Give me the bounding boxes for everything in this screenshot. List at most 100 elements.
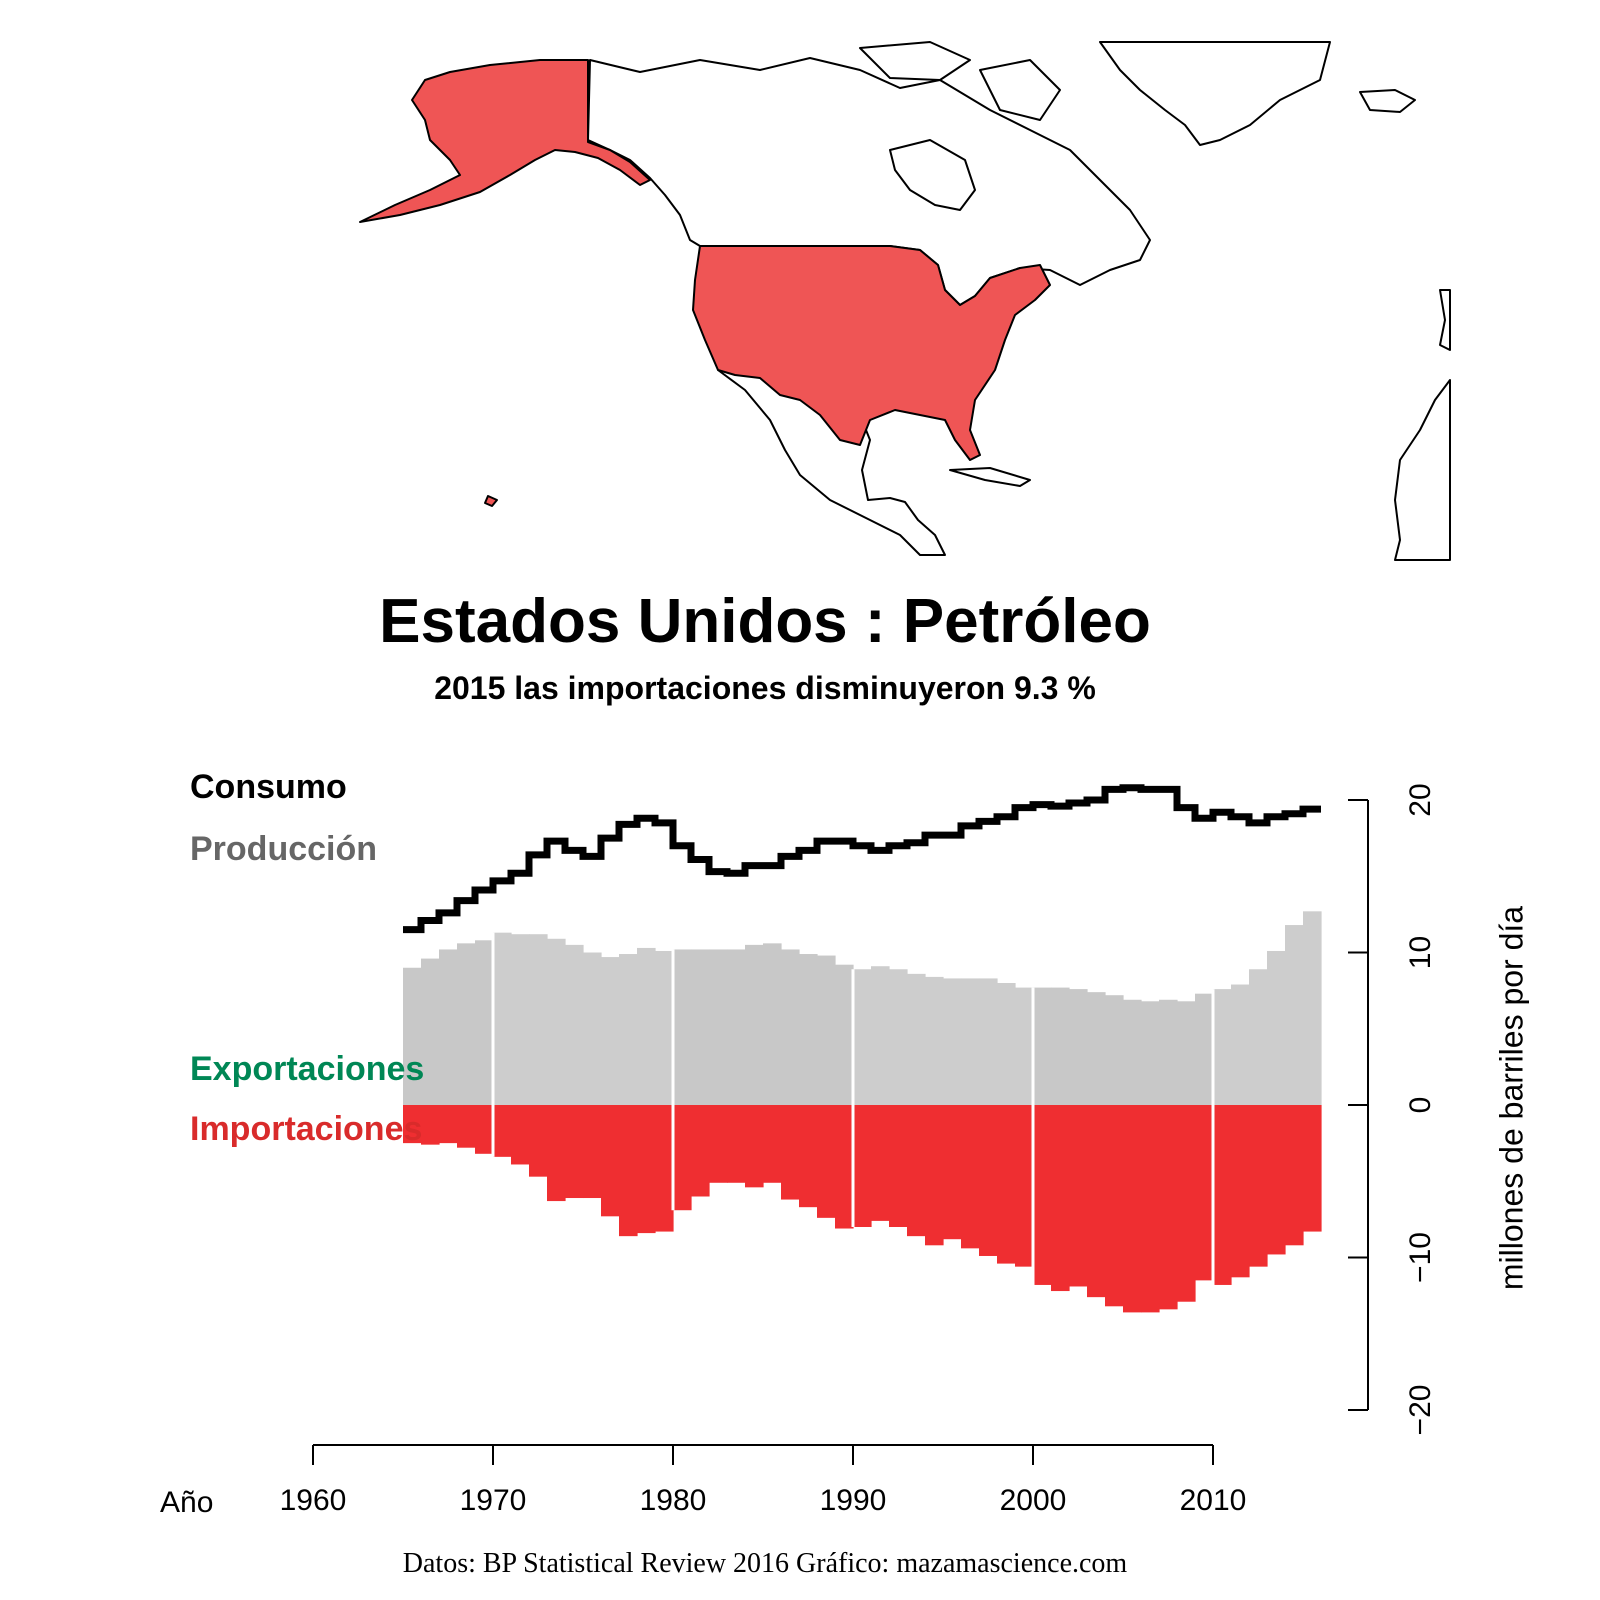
north-america-map xyxy=(359,41,1451,561)
africa-edge-shape xyxy=(1394,379,1451,561)
production-bar-2004 xyxy=(1105,995,1124,1105)
chart-title: Estados Unidos : Petróleo xyxy=(379,587,1151,656)
production-bar-2005 xyxy=(1123,999,1142,1105)
production-bar-1974 xyxy=(565,944,584,1105)
imports-bar-1985 xyxy=(763,1105,782,1183)
x-tick-label: 1980 xyxy=(640,1484,707,1517)
cuba-shape xyxy=(949,467,1031,487)
production-bar-2015 xyxy=(1303,911,1322,1105)
x-axis-label: Año xyxy=(160,1486,214,1519)
y-tick-label: −10 xyxy=(1404,1232,1437,1283)
y-tick-label: 10 xyxy=(1404,936,1437,969)
production-bar-2001 xyxy=(1051,987,1070,1105)
imports-bar-2015 xyxy=(1303,1105,1322,1232)
production-bar-1973 xyxy=(547,938,566,1105)
imports-bar-1990 xyxy=(853,1105,872,1227)
chart-subtitle: 2015 las importaciones disminuyeron 9.3 … xyxy=(434,670,1096,706)
imports-bar-1986 xyxy=(781,1105,800,1200)
imports-bar-1987 xyxy=(799,1105,818,1208)
imports-bar-2003 xyxy=(1087,1105,1106,1298)
imports-bar-1998 xyxy=(997,1105,1016,1264)
imports-bar-1970 xyxy=(493,1105,512,1157)
arctic-island-shape xyxy=(979,59,1061,121)
imports-bar-1966 xyxy=(421,1105,440,1145)
imports-bar-1965 xyxy=(403,1105,422,1144)
production-bar-2011 xyxy=(1231,984,1250,1105)
production-bar-1976 xyxy=(601,957,620,1105)
usa-shape xyxy=(692,245,1051,461)
production-bar-1982 xyxy=(709,949,728,1105)
production-bar-2014 xyxy=(1285,925,1304,1105)
production-bar-1983 xyxy=(727,949,746,1105)
production-bar-1989 xyxy=(835,964,854,1105)
x-axis: 1960 1970 1980 1990 2000 2010 xyxy=(280,1444,1247,1517)
imports-bar-1996 xyxy=(961,1105,980,1249)
production-bar-2008 xyxy=(1177,1001,1196,1105)
production-bar-2007 xyxy=(1159,999,1178,1105)
production-bar-1970 xyxy=(493,932,512,1105)
imports-bar-1978 xyxy=(637,1105,656,1234)
production-bar-1998 xyxy=(997,983,1016,1105)
production-bar-1993 xyxy=(907,973,926,1105)
production-bar-2000 xyxy=(1033,987,1052,1105)
production-bar-1985 xyxy=(763,943,782,1105)
imports-bar-1980 xyxy=(673,1105,692,1211)
imports-bar-2006 xyxy=(1141,1105,1160,1313)
imports-bar-2008 xyxy=(1177,1105,1196,1302)
imports-bar-1969 xyxy=(475,1105,494,1154)
imports-bar-1997 xyxy=(979,1105,998,1256)
production-bar-1994 xyxy=(925,976,944,1105)
production-bar-1991 xyxy=(871,966,890,1105)
imports-bar-1993 xyxy=(907,1105,926,1237)
production-bar-1981 xyxy=(691,949,710,1105)
imports-bar-2001 xyxy=(1051,1105,1070,1292)
production-bar-1986 xyxy=(781,949,800,1105)
imports-bar-2007 xyxy=(1159,1105,1178,1310)
imports-bar-2005 xyxy=(1123,1105,1142,1313)
production-bar-1990 xyxy=(853,969,872,1105)
imports-bar-1968 xyxy=(457,1105,476,1148)
production-bar-1968 xyxy=(457,943,476,1105)
production-bar-1988 xyxy=(817,955,836,1105)
imports-bar-1974 xyxy=(565,1105,584,1199)
production-bar-1966 xyxy=(421,958,440,1105)
production-bar-1995 xyxy=(943,978,962,1105)
production-bar-1979 xyxy=(655,950,674,1105)
production-bar-1999 xyxy=(1015,987,1034,1105)
iceland-shape xyxy=(1359,89,1416,113)
production-bar-1978 xyxy=(637,947,656,1105)
imports-bar-1982 xyxy=(709,1105,728,1183)
imports-bar-1988 xyxy=(817,1105,836,1218)
imports-bar-2000 xyxy=(1033,1105,1052,1285)
imports-bar-2002 xyxy=(1069,1105,1088,1287)
y-axis: −20 −10 0 10 20 xyxy=(1348,783,1437,1435)
imports-bar-2004 xyxy=(1105,1105,1124,1307)
x-tick-label: 2010 xyxy=(1180,1484,1247,1517)
legend-exports: Exportaciones xyxy=(190,1050,425,1088)
production-bar-1975 xyxy=(583,952,602,1105)
production-bar-2010 xyxy=(1213,989,1232,1105)
greenland-shape xyxy=(1099,41,1331,146)
imports-bar-2012 xyxy=(1249,1105,1268,1267)
production-bar-1965 xyxy=(403,967,422,1105)
consumption-line xyxy=(403,784,1321,934)
production-bar-1996 xyxy=(961,978,980,1105)
y-tick-label: 0 xyxy=(1404,1097,1437,1114)
production-bar-2002 xyxy=(1069,989,1088,1105)
y-tick-label: −20 xyxy=(1404,1385,1437,1436)
production-bar-2012 xyxy=(1249,969,1268,1105)
canada-shape xyxy=(587,57,1151,306)
production-bar-1980 xyxy=(673,949,692,1105)
hawaii-shape xyxy=(484,495,498,507)
imports-bar-1994 xyxy=(925,1105,944,1246)
imports-bar-1984 xyxy=(745,1105,764,1188)
imports-bar-1992 xyxy=(889,1105,908,1227)
europe-edge-shape xyxy=(1439,289,1451,351)
imports-bar-2013 xyxy=(1267,1105,1286,1255)
production-bar-1972 xyxy=(529,934,548,1105)
source-credit: Datos: BP Statistical Review 2016 Gráfic… xyxy=(402,1548,1128,1579)
production-bar-1984 xyxy=(745,944,764,1105)
imports-bar-1967 xyxy=(439,1105,458,1144)
production-bar-1997 xyxy=(979,978,998,1105)
